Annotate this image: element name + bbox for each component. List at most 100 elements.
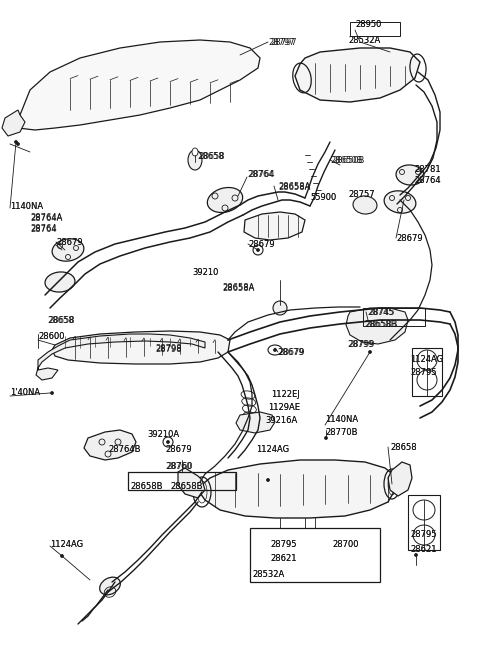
- Ellipse shape: [192, 148, 198, 156]
- Ellipse shape: [324, 436, 327, 440]
- Bar: [250, 528, 380, 582]
- Bar: [350, 22, 400, 36]
- Text: 28950: 28950: [355, 20, 382, 29]
- Text: 28764B: 28764B: [108, 445, 141, 454]
- Text: 28658A: 28658A: [222, 283, 254, 292]
- Text: 28532A: 28532A: [348, 36, 380, 45]
- Text: 1140NA: 1140NA: [10, 202, 43, 211]
- Text: 28658A: 28658A: [222, 284, 254, 293]
- Ellipse shape: [45, 272, 75, 292]
- Text: 28658B: 28658B: [130, 482, 163, 491]
- Text: 55900: 55900: [310, 193, 336, 202]
- Text: 1140NA: 1140NA: [325, 415, 358, 424]
- Text: 28679: 28679: [248, 240, 275, 249]
- Text: 28764A: 28764A: [30, 214, 62, 223]
- Text: 1140NA: 1140NA: [10, 202, 43, 211]
- Text: 28781: 28781: [414, 165, 441, 174]
- Text: 28621: 28621: [410, 545, 436, 554]
- Text: 28658: 28658: [390, 443, 417, 452]
- Text: 28532A: 28532A: [348, 36, 380, 45]
- Text: 28764: 28764: [30, 225, 57, 234]
- Text: 28658A: 28658A: [278, 183, 311, 192]
- Polygon shape: [198, 460, 395, 518]
- Text: 28658A: 28658A: [278, 182, 311, 191]
- Text: 28650B: 28650B: [330, 156, 362, 165]
- Text: 28760: 28760: [165, 462, 192, 471]
- Ellipse shape: [369, 350, 372, 353]
- Text: 1'40NA: 1'40NA: [10, 388, 40, 397]
- Text: 28797: 28797: [268, 38, 295, 47]
- Text: 28745: 28745: [368, 308, 395, 317]
- Polygon shape: [236, 412, 275, 433]
- Text: 28658B: 28658B: [364, 320, 396, 329]
- Text: 28621: 28621: [410, 545, 436, 554]
- Text: 39216A: 39216A: [265, 416, 297, 425]
- Text: 1140NA: 1140NA: [325, 415, 358, 424]
- Bar: [408, 495, 440, 550]
- Text: 1124AG: 1124AG: [410, 355, 443, 364]
- Bar: [363, 308, 425, 326]
- Text: 39216A: 39216A: [265, 416, 297, 425]
- Text: 1122EJ: 1122EJ: [271, 390, 300, 399]
- Text: 28795: 28795: [410, 530, 436, 539]
- Text: 28798: 28798: [155, 344, 181, 353]
- Text: 1'40NA: 1'40NA: [10, 388, 40, 397]
- Polygon shape: [346, 308, 408, 344]
- Text: 1124AG: 1124AG: [256, 445, 289, 454]
- Polygon shape: [52, 331, 230, 364]
- Polygon shape: [2, 110, 25, 136]
- Polygon shape: [295, 48, 420, 102]
- Ellipse shape: [256, 248, 260, 252]
- Text: 28799: 28799: [348, 340, 374, 349]
- Text: 28950: 28950: [355, 20, 382, 29]
- Text: 28679: 28679: [277, 348, 304, 357]
- Text: 28757: 28757: [348, 190, 374, 199]
- Ellipse shape: [14, 141, 17, 143]
- Text: 28621: 28621: [270, 554, 297, 563]
- Ellipse shape: [60, 555, 63, 558]
- Text: 28770B: 28770B: [325, 428, 358, 437]
- Text: 39210: 39210: [192, 268, 218, 277]
- Text: 28679: 28679: [56, 238, 83, 247]
- Text: 1129AE: 1129AE: [268, 403, 300, 412]
- Text: 28764B: 28764B: [108, 445, 141, 454]
- Text: 28679: 28679: [248, 240, 275, 249]
- Text: 28764: 28764: [248, 170, 275, 179]
- Ellipse shape: [396, 165, 424, 185]
- Ellipse shape: [273, 301, 287, 315]
- Ellipse shape: [52, 238, 84, 261]
- Polygon shape: [178, 468, 205, 498]
- Text: 28621: 28621: [270, 554, 297, 563]
- Text: 1124AG: 1124AG: [50, 540, 83, 549]
- Text: 28799: 28799: [347, 340, 373, 349]
- Polygon shape: [244, 212, 305, 240]
- Text: 28797: 28797: [270, 38, 297, 47]
- Text: 28757: 28757: [348, 190, 374, 199]
- Text: 39210: 39210: [192, 268, 218, 277]
- Ellipse shape: [384, 191, 416, 213]
- Polygon shape: [388, 462, 412, 496]
- Text: 28700: 28700: [332, 540, 359, 549]
- Text: 28679: 28679: [396, 234, 422, 243]
- Text: 28658: 28658: [47, 316, 73, 325]
- Ellipse shape: [274, 348, 276, 351]
- Text: 28600: 28600: [38, 332, 64, 341]
- Polygon shape: [36, 334, 205, 380]
- Text: 1122EJ: 1122EJ: [271, 390, 300, 399]
- Text: 28600: 28600: [38, 332, 64, 341]
- Bar: [128, 472, 236, 490]
- Text: 28770B: 28770B: [325, 428, 358, 437]
- Polygon shape: [15, 40, 260, 130]
- Text: 28658B: 28658B: [170, 482, 203, 491]
- Ellipse shape: [266, 478, 269, 482]
- Ellipse shape: [100, 577, 120, 595]
- Text: 28795: 28795: [410, 368, 436, 377]
- Text: 28795: 28795: [270, 540, 297, 549]
- Text: 28679: 28679: [56, 238, 83, 247]
- Text: 28658: 28658: [197, 152, 224, 161]
- Text: 28795: 28795: [410, 530, 436, 539]
- Text: 28532A: 28532A: [252, 570, 284, 579]
- Text: 28658B: 28658B: [130, 482, 163, 491]
- Text: 28679: 28679: [396, 234, 422, 243]
- Text: 39210A: 39210A: [147, 430, 179, 439]
